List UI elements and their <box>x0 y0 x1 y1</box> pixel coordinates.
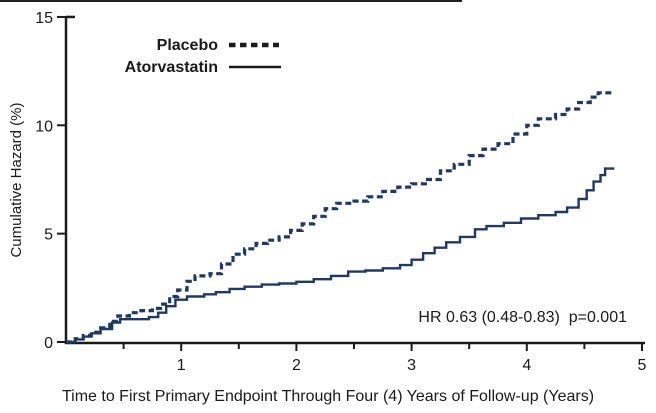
x-tick-label: 5 <box>638 357 647 374</box>
hazard-ratio-annotation: HR 0.63 (0.48-0.83) p=0.001 <box>418 309 627 326</box>
x-tick-label: 1 <box>177 357 186 374</box>
atorvastatin-curve <box>66 167 615 344</box>
atorvastatin-solid-line-sample <box>229 65 281 69</box>
y-tick-label: 0 <box>44 335 53 352</box>
top-border-artifact <box>0 0 462 2</box>
y-axis-title: Cumulative Hazard (%) <box>8 102 25 258</box>
legend-label-placebo: Placebo <box>156 37 218 54</box>
placebo-curve <box>66 90 612 344</box>
x-tick-label: 4 <box>522 357 531 374</box>
y-tick-label: 10 <box>35 118 53 135</box>
y-tick-label: 5 <box>44 227 53 244</box>
x-axis-title: Time to First Primary Endpoint Through F… <box>61 388 595 405</box>
x-tick-label: 2 <box>292 357 301 374</box>
legend-label-atorvastatin: Atorvastatin <box>124 59 218 76</box>
placebo-dashed-line-sample <box>229 42 279 48</box>
x-tick-label: 3 <box>407 357 416 374</box>
y-tick-label: 15 <box>35 10 53 27</box>
